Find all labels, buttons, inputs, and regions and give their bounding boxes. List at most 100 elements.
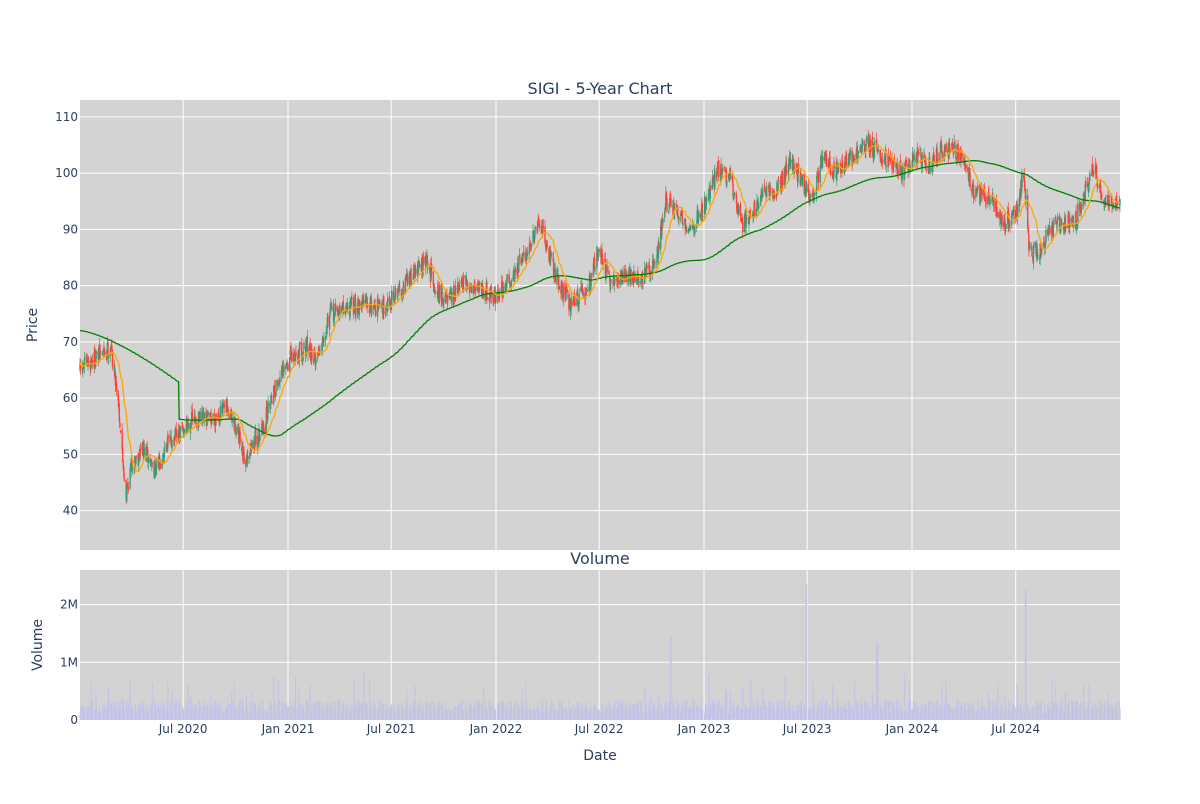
volume-bar — [920, 710, 922, 720]
volume-bar — [513, 712, 515, 720]
volume-bar — [142, 705, 144, 720]
volume-bar — [616, 709, 618, 720]
volume-bar — [856, 705, 858, 720]
candle-body — [331, 306, 333, 310]
candle-body — [781, 172, 784, 187]
volume-bar — [361, 703, 363, 720]
candle-body — [961, 153, 963, 157]
volume-bar — [553, 709, 555, 720]
volume-bar — [1095, 705, 1097, 720]
volume-bar — [234, 703, 236, 720]
candle-body — [1040, 247, 1043, 256]
candle-body — [400, 288, 403, 297]
volume-bar — [432, 700, 434, 720]
candle-body — [1117, 204, 1119, 206]
volume-bar — [263, 710, 265, 720]
volume-bar — [662, 711, 664, 720]
volume-bar — [929, 701, 931, 720]
candle-body — [462, 277, 465, 292]
volume-bar — [971, 707, 974, 720]
volume-bar — [1035, 706, 1037, 720]
candle-body — [123, 478, 126, 480]
candle-body — [223, 402, 225, 408]
volume-bar — [537, 706, 539, 720]
candle-body — [769, 187, 771, 196]
candle-body — [785, 164, 788, 173]
volume-bar — [905, 712, 907, 720]
candle-body — [285, 366, 287, 369]
volume-bar — [1075, 699, 1077, 720]
candle-body — [916, 149, 919, 164]
volume-bar — [1056, 701, 1058, 720]
volume-bar — [357, 700, 359, 720]
candle-body — [277, 380, 279, 387]
volume-bar — [708, 713, 710, 720]
volume-bar — [166, 705, 168, 720]
candle-body — [454, 300, 456, 302]
volume-bar — [428, 712, 430, 720]
volume-bar — [812, 683, 814, 720]
volume-bar — [564, 709, 566, 720]
volume-bar — [302, 706, 304, 720]
volume-bar — [1071, 700, 1073, 720]
volume-bar — [339, 700, 341, 720]
volume-bar — [618, 702, 620, 720]
volume-bar — [1027, 704, 1029, 720]
volume-bar — [484, 706, 486, 720]
candle-body — [678, 217, 680, 221]
candle-body — [312, 359, 315, 362]
volume-bar — [485, 706, 487, 720]
candle-body — [502, 286, 505, 294]
volume-bar — [493, 708, 495, 720]
volume-bar — [1079, 705, 1081, 720]
volume-bar — [390, 709, 392, 720]
volume-bar — [877, 705, 879, 720]
volume-bar — [827, 710, 829, 720]
volume-bar — [341, 712, 343, 720]
volume-bar — [338, 712, 340, 720]
candle-body — [799, 171, 802, 185]
volume-bar — [1015, 710, 1017, 720]
volume-bar — [245, 702, 247, 720]
volume-bar — [981, 707, 983, 720]
candle-body — [424, 255, 427, 266]
price-y-tick-label: 50 — [63, 447, 78, 461]
candle-body — [261, 424, 263, 435]
volume-bar — [849, 707, 851, 720]
volume-bar — [1007, 712, 1009, 720]
volume-bar — [605, 712, 607, 720]
volume-bar — [118, 705, 120, 720]
candle-body — [145, 449, 148, 461]
volume-bar — [876, 642, 878, 720]
candle-body — [425, 256, 428, 264]
volume-bar — [107, 688, 110, 720]
volume-bar — [520, 707, 522, 720]
x-tick-label: Jan 2024 — [885, 722, 939, 736]
candle-body — [384, 311, 387, 313]
volume-bar — [841, 708, 843, 720]
candle-body — [1090, 174, 1093, 176]
candle-body — [359, 301, 361, 308]
volume-bar — [113, 701, 115, 720]
volume-bar — [141, 702, 143, 720]
volume-bar — [813, 707, 815, 720]
volume-bar — [1004, 709, 1007, 720]
candle-body — [514, 268, 517, 273]
volume-bar — [764, 700, 766, 720]
volume-bar — [865, 701, 868, 720]
volume-bar — [901, 712, 903, 720]
volume-bar — [462, 709, 464, 720]
candle-body — [725, 168, 727, 184]
volume-bar — [319, 700, 321, 720]
candle-body — [442, 299, 445, 308]
candle-body — [278, 384, 281, 386]
volume-bar — [373, 700, 375, 720]
volume-bar — [822, 696, 824, 720]
volume-bar — [752, 706, 754, 720]
volume-bar — [853, 681, 856, 720]
volume-bar — [470, 705, 472, 720]
candle-body — [572, 300, 574, 305]
volume-bar — [206, 707, 208, 720]
volume-bar — [748, 709, 750, 720]
volume-bar — [293, 710, 295, 720]
